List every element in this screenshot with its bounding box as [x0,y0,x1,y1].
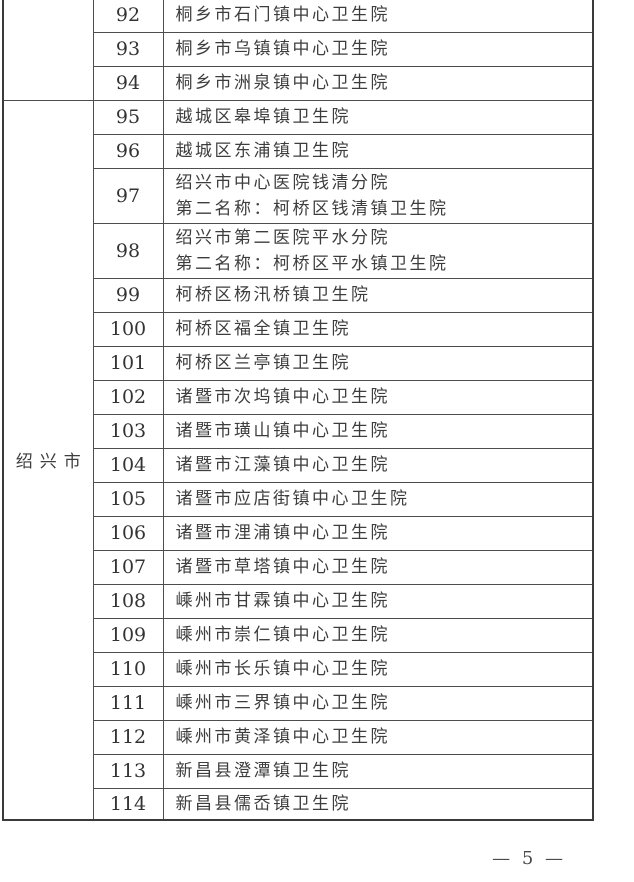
table-row: 107 诸暨市草塔镇中心卫生院 [3,549,594,585]
row-number-cell: 105 [92,481,164,517]
row-number-cell: 96 [92,133,164,169]
table-row: 109 嵊州市崇仁镇中心卫生院 [3,617,594,653]
row-number-cell: 104 [92,447,164,483]
row-number-cell: 113 [92,753,164,789]
org-name-cell: 诸暨市草塔镇中心卫生院 [162,549,594,585]
org-name-cell: 诸暨市江藻镇中心卫生院 [162,447,594,483]
org-name-cell: 绍兴市中心医院钱清分院第二名称：柯桥区钱清镇卫生院 [162,167,594,224]
org-name-line1: 柯桥区杨汛桥镇卫生院 [175,285,371,305]
health-center-table: 92 桐乡市石门镇中心卫生院 93 桐乡市乌镇镇中心卫生院 94 桐乡市洲泉镇中心卫生院绍… [2,0,594,821]
row-number-cell: 114 [92,787,164,821]
row-number-cell: 103 [92,413,164,449]
org-name-cell: 桐乡市乌镇镇中心卫生院 [162,31,594,67]
row-number-cell: 101 [92,345,164,381]
org-name-line2: 第二名称：柯桥区平水镇卫生院 [175,253,449,274]
table-row: 103 诸暨市璜山镇中心卫生院 [3,413,594,449]
org-name-line1: 诸暨市草塔镇中心卫生院 [175,557,390,577]
org-name-line1: 诸暨市次坞镇中心卫生院 [175,387,390,407]
row-number-cell: 97 [92,167,164,224]
org-name-cell: 新昌县澄潭镇卫生院 [162,753,594,789]
city-group-cell: 绍兴市 [2,99,94,821]
org-name-line1: 桐乡市乌镇镇中心卫生院 [175,39,390,59]
org-name-cell: 新昌县儒岙镇卫生院 [162,787,594,821]
org-name-line1: 柯桥区福全镇卫生院 [175,319,351,339]
table-row: 100 柯桥区福全镇卫生院 [3,311,594,347]
table-row: 112 嵊州市黄泽镇中心卫生院 [3,719,594,755]
table-row: 97 绍兴市中心医院钱清分院 第二名称：柯桥区钱清镇卫生院 [3,167,594,224]
table-row: 114 新昌县儒岙镇卫生院 [3,787,594,821]
org-name-line1: 嵊州市崇仁镇中心卫生院 [175,625,390,645]
org-name-line1: 嵊州市甘霖镇中心卫生院 [175,591,390,611]
org-name-line1: 诸暨市璜山镇中心卫生院 [175,421,390,441]
org-name-cell: 柯桥区杨汛桥镇卫生院 [162,277,594,313]
table-row: 110 嵊州市长乐镇中心卫生院 [3,651,594,687]
row-number-cell: 110 [92,651,164,687]
org-name-line1: 越城区皋埠镇卫生院 [175,107,351,127]
org-name-cell: 柯桥区福全镇卫生院 [162,311,594,347]
org-name-cell: 嵊州市长乐镇中心卫生院 [162,651,594,687]
org-name-cell: 桐乡市石门镇中心卫生院 [162,0,594,33]
table-row: 106 诸暨市浬浦镇中心卫生院 [3,515,594,551]
page-number: — 5 — [492,848,566,869]
org-name-cell: 诸暨市浬浦镇中心卫生院 [162,515,594,551]
org-name-cell: 越城区皋埠镇卫生院 [162,99,594,135]
row-number-cell: 106 [92,515,164,551]
org-name-cell: 嵊州市三界镇中心卫生院 [162,685,594,721]
org-name-line1: 新昌县儒岙镇卫生院 [175,793,351,814]
table-row: 93 桐乡市乌镇镇中心卫生院 [3,31,594,67]
table-row: 99 柯桥区杨汛桥镇卫生院 [3,277,594,313]
table-row: 绍兴市 95 越城区皋埠镇卫生院 [2,99,594,821]
row-number-cell: 93 [92,31,164,67]
org-name-cell: 诸暨市璜山镇中心卫生院 [162,413,594,449]
table-row: 102 诸暨市次坞镇中心卫生院 [3,379,594,415]
org-name-line1: 桐乡市洲泉镇中心卫生院 [175,73,390,93]
table-row: 113 新昌县澄潭镇卫生院 [3,753,594,789]
city-group-cell [2,0,94,101]
org-name-cell: 嵊州市黄泽镇中心卫生院 [162,719,594,755]
row-number-cell: 109 [92,617,164,653]
org-name-line1: 柯桥区兰亭镇卫生院 [175,353,351,373]
row-number-cell: 102 [92,379,164,415]
org-name-cell: 桐乡市洲泉镇中心卫生院 [162,65,594,101]
table-row: 104 诸暨市江藻镇中心卫生院 [3,447,594,483]
table-row: 105 诸暨市应店街镇中心卫生院 [3,481,594,517]
org-name-line1: 诸暨市江藻镇中心卫生院 [175,455,390,475]
org-name-line1: 越城区东浦镇卫生院 [175,141,351,161]
org-name-line1: 诸暨市应店街镇中心卫生院 [175,489,410,509]
org-name-cell: 嵊州市甘霖镇中心卫生院 [162,583,594,619]
org-name-cell: 绍兴市第二医院平水分院第二名称：柯桥区平水镇卫生院 [162,222,594,279]
row-number-cell: 98 [92,222,164,279]
org-name-line1: 嵊州市长乐镇中心卫生院 [175,659,390,679]
table-row: 92 桐乡市石门镇中心卫生院 [2,0,594,101]
health-center-table-body: 92 桐乡市石门镇中心卫生院 93 桐乡市乌镇镇中心卫生院 94 桐乡市洲泉镇中心卫生院绍… [2,0,594,821]
org-name-line2: 第二名称：柯桥区钱清镇卫生院 [175,198,449,219]
org-name-line1: 新昌县澄潭镇卫生院 [175,761,351,781]
org-name-cell: 诸暨市应店街镇中心卫生院 [162,481,594,517]
table-row: 108 嵊州市甘霖镇中心卫生院 [3,583,594,619]
org-name-line1: 绍兴市中心医院钱清分院 [175,172,390,193]
row-number-cell: 112 [92,719,164,755]
row-number-cell: 107 [92,549,164,585]
row-number-cell: 108 [92,583,164,619]
org-name-cell: 柯桥区兰亭镇卫生院 [162,345,594,381]
org-name-cell: 诸暨市次坞镇中心卫生院 [162,379,594,415]
table-row: 96 越城区东浦镇卫生院 [3,133,594,169]
org-name-line1: 嵊州市黄泽镇中心卫生院 [175,727,390,747]
org-name-line1: 诸暨市浬浦镇中心卫生院 [175,523,390,543]
table-row: 94 桐乡市洲泉镇中心卫生院 [3,65,594,101]
table-row: 98 绍兴市第二医院平水分院 第二名称：柯桥区平水镇卫生院 [3,222,594,279]
row-number-cell: 95 [92,99,164,135]
row-number-cell: 111 [92,685,164,721]
row-number-cell: 94 [92,65,164,101]
org-name-line1: 嵊州市三界镇中心卫生院 [175,693,390,713]
org-name-line1: 绍兴市第二医院平水分院 [175,227,390,248]
org-name-cell: 越城区东浦镇卫生院 [162,133,594,169]
row-number-cell: 92 [92,0,164,33]
org-name-line1: 桐乡市石门镇中心卫生院 [175,5,390,26]
row-number-cell: 100 [92,311,164,347]
org-name-cell: 嵊州市崇仁镇中心卫生院 [162,617,594,653]
row-number-cell: 99 [92,277,164,313]
